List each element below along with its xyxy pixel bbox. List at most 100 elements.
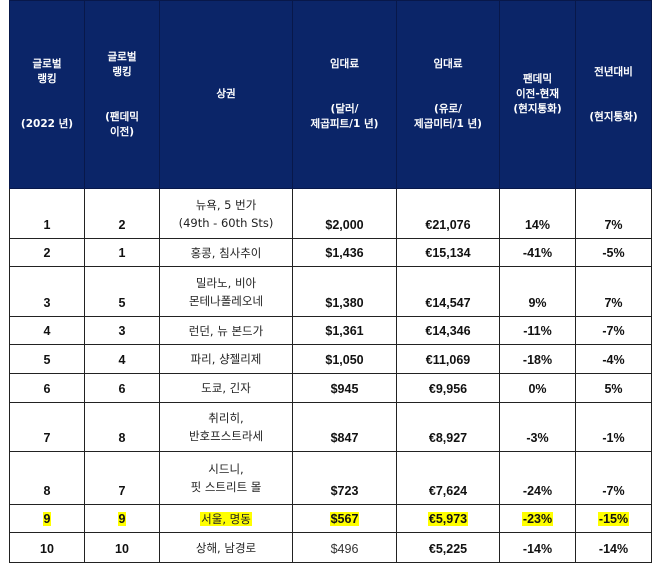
rank-2022-cell-text: 10: [40, 542, 54, 556]
yoy-change-cell-text: 7%: [604, 218, 623, 232]
header-row: 글로벌 랭킹 (2022 년) 글로벌 랭킹 (팬데믹 이전) 상권 임대료 (…: [9, 0, 652, 189]
header-pandemic-change: 팬데믹 이전-현재 (현지통화): [499, 0, 576, 189]
yoy-change-cell-text: 5%: [604, 382, 623, 396]
rank-pre-pandemic-cell-text: 1: [118, 246, 126, 260]
rent-usd-cell: $847: [292, 402, 397, 452]
district-cell: 서울, 명동: [159, 504, 293, 533]
rank-2022-cell: 7: [9, 402, 85, 452]
rank-2022-cell: 3: [9, 266, 85, 317]
header-rent-usd: 임대료 (달러/ 제곱피트/1 년): [292, 0, 397, 189]
rent-eur-cell-text: €5,225: [428, 542, 468, 556]
district-cell: 시드니, 핏 스트리트 몰: [159, 451, 293, 505]
pandemic-change-cell: -24%: [499, 451, 576, 505]
rank-pre-pandemic-cell-text: 7: [118, 484, 126, 498]
rent-eur-cell-text: €15,134: [425, 246, 471, 260]
district-cell: 런던, 뉴 본드가: [159, 316, 293, 345]
rent-usd-cell-text: $847: [330, 431, 359, 445]
pandemic-change-cell: -14%: [499, 532, 576, 563]
district-cell: 취리히, 반호프스트라세: [159, 402, 293, 452]
rent-eur-cell: €9,956: [396, 373, 500, 403]
rank-pre-pandemic-cell: 8: [84, 402, 160, 452]
rent-eur-cell-text: €8,927: [428, 431, 468, 445]
rent-usd-cell: $723: [292, 451, 397, 505]
pandemic-change-cell-text: -18%: [522, 353, 553, 367]
rent-usd-cell-text: $567: [329, 512, 360, 526]
district-cell: 파리, 샹젤리제: [159, 344, 293, 374]
rent-eur-cell: €5,973: [396, 504, 500, 533]
table-row: 1 2 뉴욕, 5 번가 (49th - 60th Sts) $2,000 €21,07…: [9, 188, 652, 239]
rent-ranking-table-container: 글로벌 랭킹 (2022 년) 글로벌 랭킹 (팬데믹 이전) 상권 임대료 (…: [9, 0, 652, 563]
rent-eur-cell: €7,624: [396, 451, 500, 505]
rank-2022-cell: 5: [9, 344, 85, 374]
pandemic-change-cell-text: -3%: [526, 431, 549, 445]
rank-2022-cell-text: 1: [43, 218, 51, 232]
yoy-change-cell: -7%: [575, 316, 652, 345]
table-row: 2 1 홍콩, 침사추이 $1,436 €15,134 -41% -5%: [9, 238, 652, 267]
rank-pre-pandemic-cell: 10: [84, 532, 160, 563]
rank-2022-cell-text: 6: [43, 382, 51, 396]
rent-eur-cell-text: €9,956: [428, 382, 468, 396]
rent-eur-cell-text: €14,346: [425, 324, 471, 338]
district-cell: 홍콩, 침사추이: [159, 238, 293, 267]
rank-pre-pandemic-cell-text: 5: [118, 296, 126, 310]
rent-usd-cell-text: $2,000: [325, 218, 364, 232]
rank-2022-cell: 2: [9, 238, 85, 267]
district-cell-text: 홍콩, 침사추이: [190, 245, 262, 260]
rent-eur-cell: €14,346: [396, 316, 500, 345]
yoy-change-cell-text: -1%: [602, 431, 625, 445]
table-row: 8 7 시드니, 핏 스트리트 몰 $723 €7,624 -24% -7%: [9, 451, 652, 505]
rent-eur-cell: €14,547: [396, 266, 500, 317]
rank-2022-cell-text: 8: [43, 484, 51, 498]
rent-ranking-table: 글로벌 랭킹 (2022 년) 글로벌 랭킹 (팬데믹 이전) 상권 임대료 (…: [9, 0, 652, 563]
pandemic-change-cell: 9%: [499, 266, 576, 317]
pandemic-change-cell: 14%: [499, 188, 576, 239]
table-row: 3 5 밀라노, 비아 몬테나폴레오네 $1,380 €14,547 9% 7%: [9, 266, 652, 317]
rank-pre-pandemic-cell: 5: [84, 266, 160, 317]
table-row: 9 9 서울, 명동 $567 €5,973 -23% -15%: [9, 504, 652, 533]
rank-pre-pandemic-cell: 6: [84, 373, 160, 403]
rent-usd-cell-text: $723: [330, 484, 359, 498]
pandemic-change-cell: -3%: [499, 402, 576, 452]
table-row: 6 6 도쿄, 긴자 $945 €9,956 0% 5%: [9, 373, 652, 403]
rank-2022-cell: 8: [9, 451, 85, 505]
rank-2022-cell: 4: [9, 316, 85, 345]
rent-usd-cell-text: $945: [330, 382, 359, 396]
rent-usd-cell-text: $1,436: [325, 246, 364, 260]
rent-usd-cell: $2,000: [292, 188, 397, 239]
rank-pre-pandemic-cell-text: 9: [117, 512, 127, 526]
yoy-change-cell: -7%: [575, 451, 652, 505]
yoy-change-cell: -4%: [575, 344, 652, 374]
rank-2022-cell-text: 3: [43, 296, 51, 310]
district-cell-text: 밀라노, 비아 몬테나폴레오네: [188, 275, 264, 308]
rank-2022-cell: 1: [9, 188, 85, 239]
pandemic-change-cell-text: 14%: [524, 218, 551, 232]
pandemic-change-cell-text: -14%: [522, 542, 553, 556]
pandemic-change-cell-text: 9%: [528, 296, 547, 310]
yoy-change-cell: -1%: [575, 402, 652, 452]
rank-pre-pandemic-cell: 3: [84, 316, 160, 345]
yoy-change-cell-text: -7%: [602, 324, 625, 338]
rent-eur-cell: €5,225: [396, 532, 500, 563]
rank-2022-cell-text: 4: [43, 324, 51, 338]
yoy-change-cell-text: -7%: [602, 484, 625, 498]
table-row: 4 3 런던, 뉴 본드가 $1,361 €14,346 -11% -7%: [9, 316, 652, 345]
rent-usd-cell-text: $1,380: [325, 296, 364, 310]
pandemic-change-cell-text: -24%: [522, 484, 553, 498]
district-cell-text: 파리, 샹젤리제: [190, 352, 262, 366]
rent-usd-cell: $567: [292, 504, 397, 533]
rent-eur-cell: €8,927: [396, 402, 500, 452]
rent-usd-cell: $1,380: [292, 266, 397, 317]
pandemic-change-cell-text: -23%: [521, 512, 554, 526]
yoy-change-cell-text: 7%: [604, 296, 623, 310]
table-row: 7 8 취리히, 반호프스트라세 $847 €8,927 -3% -1%: [9, 402, 652, 452]
district-cell-text: 서울, 명동: [200, 511, 252, 526]
rank-pre-pandemic-cell-text: 6: [118, 382, 126, 396]
rent-eur-cell-text: €11,069: [425, 353, 471, 367]
rent-usd-cell-text: $496: [330, 542, 359, 556]
header-yoy-change: 전년대비 (현지통화): [575, 0, 652, 189]
district-cell: 밀라노, 비아 몬테나폴레오네: [159, 266, 293, 317]
pandemic-change-cell: -23%: [499, 504, 576, 533]
pandemic-change-cell: -11%: [499, 316, 576, 345]
district-cell-text: 뉴욕, 5 번가 (49th - 60th Sts): [178, 197, 274, 230]
rank-pre-pandemic-cell: 1: [84, 238, 160, 267]
